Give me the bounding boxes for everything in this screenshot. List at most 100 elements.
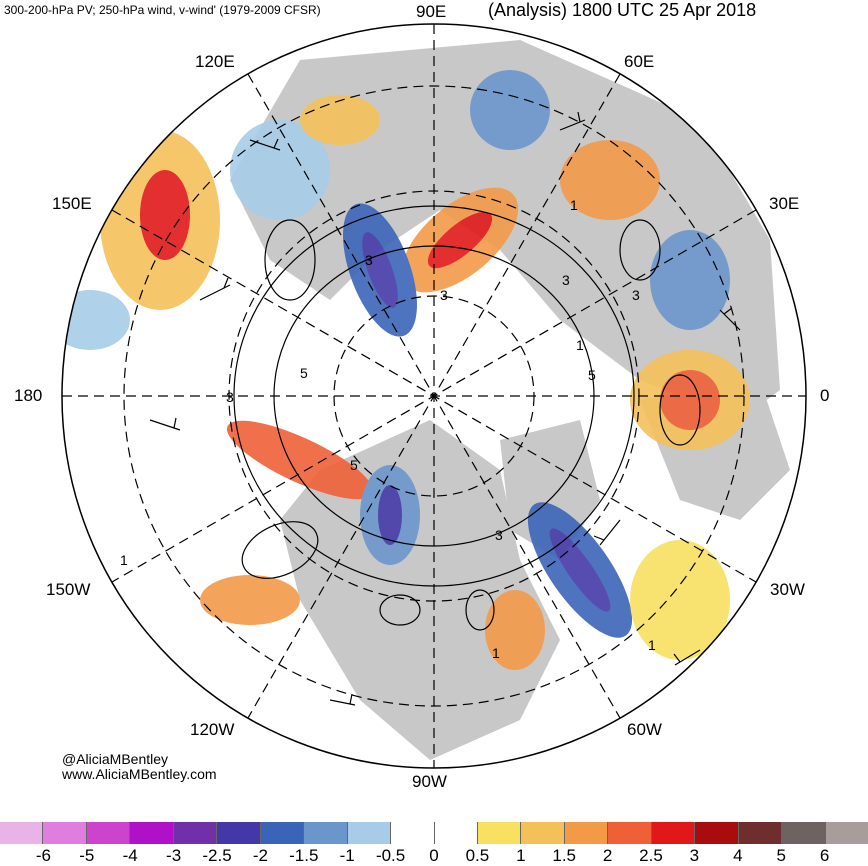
colorbar-tick-label: 0 — [429, 846, 439, 865]
colorbar-tick-label: 2.5 — [639, 846, 663, 865]
colorbar-swatch — [259, 822, 304, 844]
colorbar — [0, 822, 868, 844]
lon-label-60e: 60E — [624, 52, 655, 71]
contour-line — [465, 589, 495, 631]
colorbar-swatch — [694, 822, 738, 844]
colorbar-tick-label: -1.5 — [289, 846, 319, 865]
wind-barb — [249, 138, 281, 151]
pv-blob — [560, 140, 660, 220]
lon-label-90w: 90W — [412, 772, 447, 791]
credit-website[interactable]: www.AliciaMBentley.com — [62, 766, 217, 782]
credit-handle: @AliciaMBentley — [62, 751, 169, 767]
pv-blob — [470, 70, 550, 150]
colorbar-tick-label: -3 — [166, 846, 182, 865]
contour-value-label: 5 — [588, 367, 596, 383]
colorbar-swatch — [824, 822, 868, 844]
pv-blob — [485, 590, 545, 670]
contour-value-label: 1 — [120, 552, 128, 568]
contour-line — [241, 521, 319, 579]
contour-value-label: 5 — [350, 457, 358, 473]
lon-label-150e: 150E — [52, 194, 92, 213]
pv-blob — [650, 230, 730, 330]
pv-blob — [62, 290, 130, 350]
map-title-right: (Analysis) 1800 UTC 25 Apr 2018 — [488, 0, 757, 20]
pv-blob — [140, 170, 190, 260]
wind-barb — [149, 417, 181, 431]
colorbar-tick-label: -2.5 — [202, 846, 232, 865]
colorbar-swatch — [42, 822, 86, 844]
contour-line — [264, 219, 316, 301]
colorbar-tick-label: -1 — [339, 846, 355, 865]
land-north-america — [280, 420, 560, 760]
colorbar-swatch — [476, 822, 521, 844]
meridians — [62, 24, 806, 768]
polar-map: 1 3 5 3 1 3 5 3 1 1 3 1 3 5 — [61, 23, 807, 769]
contour-line — [659, 374, 701, 446]
contour-value-label: 5 — [300, 365, 308, 381]
map-disk — [62, 24, 806, 768]
pv-blob — [300, 95, 380, 145]
contour-value-label: 3 — [226, 389, 234, 405]
wind-barb — [329, 693, 356, 706]
pv-blob — [378, 485, 402, 545]
lon-label-120e: 120E — [195, 52, 235, 71]
contour-value-label: 3 — [495, 527, 503, 543]
wind-barb — [559, 111, 586, 131]
wind-barb — [673, 649, 701, 666]
contour-value-label: 1 — [570, 197, 578, 213]
colorbar-tick-label: -4 — [122, 846, 138, 865]
colorbar-tick-label: 2 — [602, 846, 613, 865]
colorbar-swatch — [737, 822, 782, 844]
pv-blob — [226, 420, 374, 500]
colorbar-tick-label: 5 — [776, 846, 786, 865]
pv-blob — [200, 575, 300, 625]
lon-label-30w: 30W — [770, 580, 805, 599]
contour-value-label: 1 — [648, 637, 656, 653]
wind-barb — [593, 519, 621, 546]
pv-blob — [549, 528, 611, 612]
colorbar-swatch — [520, 822, 564, 844]
contour-value-label: 1 — [492, 645, 500, 661]
colorbar-swatch — [433, 822, 477, 844]
colorbar-tick-label: -6 — [35, 846, 51, 865]
map-boundary — [61, 23, 807, 769]
colorbar-tick-label: 1 — [516, 846, 526, 865]
contour-value-label: 3 — [562, 272, 570, 288]
map-title-left: 300-200-hPa PV; 250-hPa wind, v-wind' (1… — [4, 3, 321, 17]
lon-label-120w: 120W — [190, 720, 235, 739]
colorbar-tick-label: 3 — [689, 846, 700, 865]
colorbar-swatch — [346, 822, 391, 844]
colorbar-swatch — [563, 822, 608, 844]
pv-blob — [230, 120, 330, 220]
lon-label-60w: 60W — [627, 720, 662, 739]
pv-blob — [427, 211, 493, 269]
contour-value-label: 3 — [632, 287, 640, 303]
colorbar-swatch — [85, 822, 130, 844]
colorbar-swatch — [129, 822, 173, 844]
pv-blob — [660, 370, 720, 430]
contour-value-labels: 1 3 5 3 1 3 5 3 1 1 3 1 3 5 — [120, 197, 656, 661]
colorbar-tick-label: 6 — [819, 846, 830, 865]
colorbar-tick-label: 0.5 — [465, 846, 490, 865]
colorbar-swatch — [303, 822, 347, 844]
colorbar-swatch — [781, 822, 825, 844]
wind-barb — [719, 307, 741, 331]
colorbar-tick-label: 4 — [733, 846, 743, 865]
colorbar-swatch — [607, 822, 651, 844]
colorbar-tick-label: -2 — [252, 846, 268, 865]
contour-value-label: 3 — [365, 252, 373, 268]
pv-shading — [62, 70, 750, 670]
wind-barb — [199, 277, 231, 301]
pv-blob — [362, 232, 398, 308]
colorbar-swatch — [390, 822, 434, 844]
lon-label-180: 180 — [14, 386, 43, 405]
contour-value-label: 1 — [576, 337, 584, 353]
meridian — [111, 209, 757, 583]
colorbar-tick-label: 1.5 — [552, 846, 577, 865]
lon-label-150w: 150W — [46, 580, 91, 599]
colorbar-tick-label: -0.5 — [375, 846, 406, 865]
colorbar-swatch — [0, 822, 43, 844]
contour-value-label: 3 — [440, 287, 448, 303]
lon-label-90e: 90E — [416, 2, 447, 21]
wind-barbs — [149, 111, 741, 706]
